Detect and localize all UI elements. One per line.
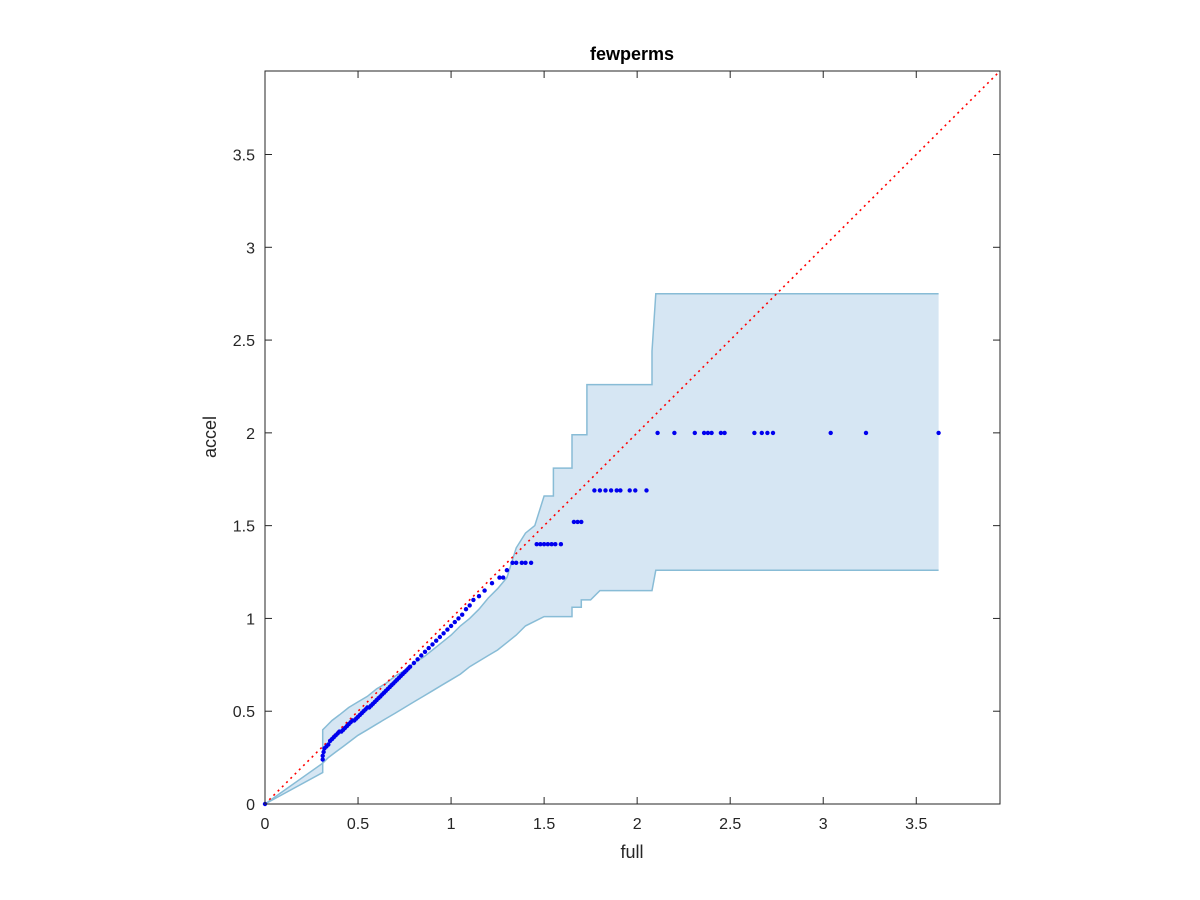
band-upper-edge xyxy=(264,292,939,805)
data-point xyxy=(448,623,454,629)
data-point xyxy=(482,588,487,593)
data-point xyxy=(407,664,413,669)
data-point xyxy=(460,612,465,617)
data-points xyxy=(262,430,941,807)
y-axis-ticks: 0 0.5 1 1.5 2 2.5 3 3.5 xyxy=(233,148,1000,814)
data-point xyxy=(456,616,461,621)
x-axis-ticks: 0 0.5 1 1.5 2 2.5 3 3.5 xyxy=(261,71,927,833)
x-tick-label: 2 xyxy=(633,816,642,833)
x-tick-label: 2.5 xyxy=(719,816,741,833)
data-point xyxy=(541,542,547,547)
data-point xyxy=(452,619,457,625)
data-point xyxy=(936,430,941,436)
y-tick-label: 0 xyxy=(246,797,255,814)
data-point xyxy=(441,631,446,636)
x-tick-label: 0.5 xyxy=(347,816,369,833)
x-tick-label: 1.5 xyxy=(533,816,555,833)
data-point xyxy=(701,430,707,436)
band-lower-edge xyxy=(264,569,939,805)
data-point xyxy=(705,430,711,436)
data-point xyxy=(445,627,450,632)
data-point xyxy=(549,542,554,547)
data-point xyxy=(709,430,714,436)
data-point xyxy=(618,488,623,493)
data-point xyxy=(765,430,770,436)
data-point xyxy=(863,430,869,436)
data-point xyxy=(471,597,476,603)
data-point xyxy=(597,488,603,493)
data-point xyxy=(718,430,724,436)
data-point xyxy=(633,488,638,493)
data-point xyxy=(627,488,632,493)
data-point xyxy=(528,560,534,565)
x-tick-label: 0 xyxy=(261,816,270,833)
data-point xyxy=(320,757,325,762)
data-point xyxy=(672,430,677,436)
data-point xyxy=(430,642,435,647)
data-point xyxy=(514,560,519,565)
data-point xyxy=(692,430,697,436)
data-point xyxy=(575,519,580,525)
data-point xyxy=(326,742,331,747)
data-point xyxy=(534,542,539,547)
y-tick-label: 0.5 xyxy=(233,704,255,721)
data-point xyxy=(592,488,597,493)
y-tick-label: 2 xyxy=(246,426,255,443)
data-point xyxy=(558,542,564,547)
data-point xyxy=(463,607,469,612)
data-point xyxy=(770,430,776,436)
data-point xyxy=(434,638,439,643)
data-point xyxy=(644,488,649,493)
data-point xyxy=(415,657,420,662)
data-point xyxy=(419,653,424,658)
plot-area xyxy=(262,70,1001,807)
data-point xyxy=(579,519,584,525)
data-point xyxy=(538,542,543,547)
y-tick-label: 1 xyxy=(246,611,255,628)
data-point xyxy=(608,488,614,493)
data-point xyxy=(504,568,510,573)
data-point xyxy=(437,634,443,640)
data-point xyxy=(523,560,528,565)
reference-line xyxy=(264,70,1001,805)
x-tick-label: 3 xyxy=(819,816,828,833)
data-point xyxy=(828,430,833,436)
y-axis-label: accel xyxy=(200,416,220,458)
x-axis-label: full xyxy=(620,842,643,862)
data-point xyxy=(655,430,660,436)
data-point xyxy=(571,519,577,525)
data-point xyxy=(501,575,506,580)
x-tick-label: 1 xyxy=(447,816,456,833)
data-point xyxy=(614,488,619,493)
data-point xyxy=(467,603,472,608)
data-point xyxy=(320,753,325,758)
data-point xyxy=(497,575,502,580)
data-point xyxy=(489,581,495,586)
y-tick-label: 2.5 xyxy=(233,333,255,350)
y-tick-label: 3.5 xyxy=(233,148,255,165)
data-point xyxy=(422,649,428,654)
data-point xyxy=(476,594,482,599)
data-point xyxy=(603,488,608,493)
chart-title: fewperms xyxy=(590,44,674,64)
data-point xyxy=(426,645,431,651)
data-point xyxy=(510,560,515,565)
y-tick-label: 3 xyxy=(246,240,255,257)
y-tick-label: 1.5 xyxy=(233,519,255,536)
data-point xyxy=(545,542,550,547)
axes-box xyxy=(264,70,1001,805)
data-point xyxy=(411,660,417,666)
data-point xyxy=(553,542,558,547)
data-point xyxy=(759,430,764,436)
data-point xyxy=(321,749,326,755)
confidence-band xyxy=(265,293,939,804)
data-point xyxy=(519,560,524,565)
data-point xyxy=(752,430,757,436)
x-tick-label: 3.5 xyxy=(905,816,927,833)
data-point xyxy=(722,430,727,436)
